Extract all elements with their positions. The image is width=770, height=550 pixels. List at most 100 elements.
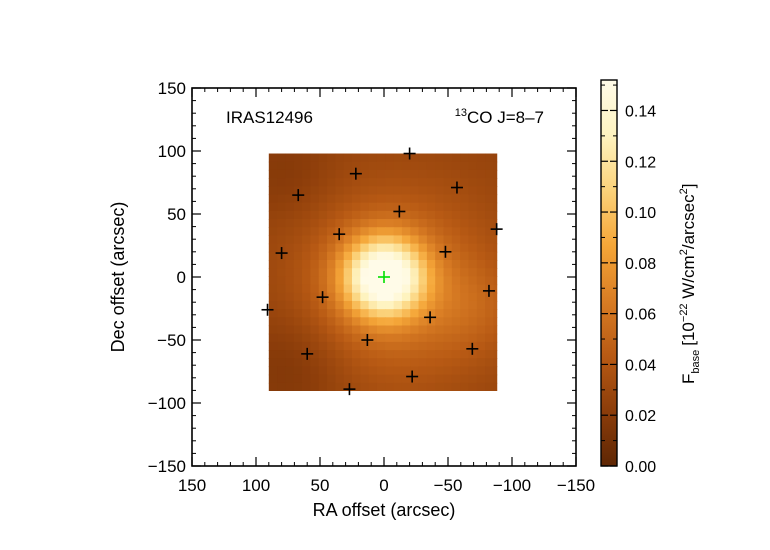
map-cell (302, 358, 311, 368)
map-cell (435, 178, 445, 187)
map-cell (302, 366, 311, 376)
map-cell (343, 350, 353, 359)
map-cell (410, 194, 420, 204)
map-cell (443, 350, 453, 359)
map-cell (418, 202, 428, 212)
map-cell (376, 227, 386, 237)
map-cell (435, 276, 445, 286)
detector-pixel-marker (490, 223, 503, 236)
map-cell (426, 153, 436, 163)
map-cell (393, 309, 403, 318)
map-cell (460, 292, 470, 302)
map-cell (476, 350, 486, 359)
map-cell (418, 284, 428, 294)
map-cell (476, 194, 486, 204)
map-cell (376, 268, 386, 277)
map-cell (418, 292, 428, 302)
map-cell (318, 317, 328, 327)
map-cell (410, 251, 420, 261)
map-cell (368, 194, 378, 204)
map-cell (285, 366, 295, 376)
map-cell (468, 284, 478, 294)
map-cell (310, 219, 320, 228)
map-cell (368, 317, 378, 327)
map-cell (352, 259, 361, 269)
map-cell (460, 178, 470, 187)
map-cell (368, 251, 378, 261)
map-cell (352, 178, 361, 187)
map-cell (410, 153, 420, 163)
map-cell (376, 309, 386, 318)
map-cell (468, 186, 478, 196)
map-cell (476, 243, 486, 253)
map-cell (485, 382, 495, 391)
map-cell (460, 161, 470, 171)
map-cell (285, 300, 295, 310)
map-cell (451, 259, 461, 269)
map-cell (352, 186, 361, 196)
map-cell (293, 210, 303, 220)
map-cell (352, 325, 361, 335)
detector-pixel-marker (482, 284, 495, 297)
map-cell (451, 374, 461, 384)
map-cell (460, 235, 470, 245)
map-cell (418, 317, 428, 327)
map-cell (376, 251, 386, 261)
map-cell (352, 366, 361, 376)
map-cell (418, 219, 428, 228)
detector-pixel-marker (450, 181, 463, 194)
map-cell (426, 186, 436, 196)
map-cell (343, 358, 353, 368)
map-cell (460, 219, 470, 228)
map-cell (310, 300, 320, 310)
map-cell (385, 325, 395, 335)
map-cell (376, 235, 386, 245)
colorbar-tick-label: 0.00 (625, 459, 656, 476)
map-cell (426, 251, 436, 261)
map-cell (451, 284, 461, 294)
map-cell (435, 186, 445, 196)
map-cell (327, 153, 336, 163)
map-cell (418, 333, 428, 343)
map-cell (468, 210, 478, 220)
map-cell (493, 194, 498, 204)
map-cell (468, 325, 478, 335)
map-cell (293, 276, 303, 286)
map-cell (493, 276, 498, 286)
map-cell (318, 284, 328, 294)
map-cell (293, 251, 303, 261)
map-cell (302, 276, 311, 286)
map-cell (277, 186, 287, 196)
colorbar-tick-label: 0.08 (625, 256, 656, 273)
map-cell (277, 317, 287, 327)
map-cell (485, 374, 495, 384)
map-cell (310, 227, 320, 237)
map-cell (335, 161, 345, 171)
map-cell (385, 153, 395, 163)
map-cell (268, 219, 278, 228)
map-cell (335, 366, 345, 376)
map-cell (410, 358, 420, 368)
map-cell (327, 382, 336, 391)
map-cell (451, 317, 461, 327)
detector-pixel-marker (424, 311, 437, 324)
map-cell (410, 169, 420, 179)
map-cell (435, 161, 445, 171)
map-cell (426, 227, 436, 237)
map-cell (327, 341, 336, 351)
map-cell (327, 268, 336, 277)
detector-pixel-marker (393, 205, 406, 218)
map-cell (401, 210, 411, 220)
map-cell (293, 235, 303, 245)
map-cell (426, 366, 436, 376)
map-cell (343, 259, 353, 269)
map-cell (318, 169, 328, 179)
map-cell (376, 243, 386, 253)
map-cell (426, 243, 436, 253)
map-cell (393, 227, 403, 237)
map-cell (401, 186, 411, 196)
map-cell (268, 153, 278, 163)
map-cell (352, 333, 361, 343)
map-cell (393, 382, 403, 391)
map-cell (327, 219, 336, 228)
